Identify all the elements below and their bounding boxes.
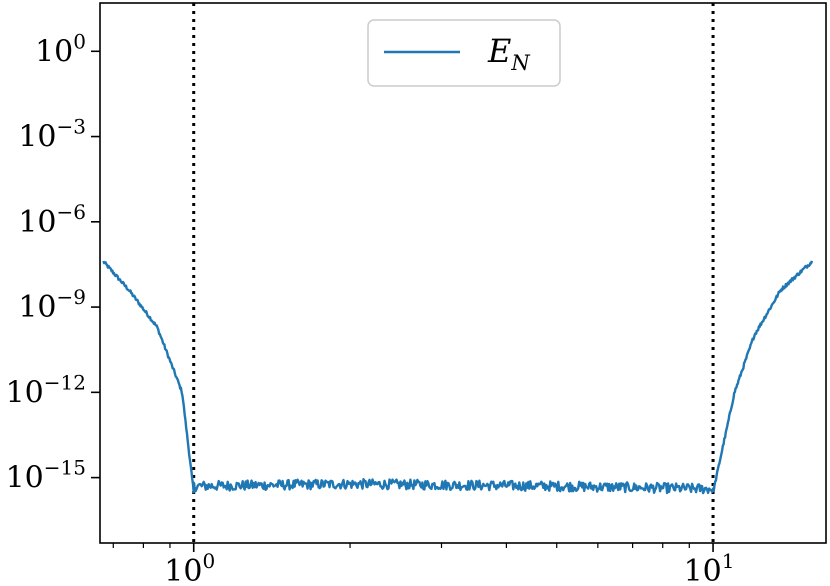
y-tick-label-4: 10−12: [6, 370, 86, 410]
axes-frame: [99, 2, 827, 544]
legend-label-0: EN: [487, 32, 530, 75]
series-line-0: [102, 260, 814, 495]
y-axis: 100 10−3 10−6 10−9 10−12 10−15: [6, 29, 100, 496]
y-tick-label-5: 10−15: [6, 456, 86, 496]
legend: EN: [367, 19, 561, 87]
reference-lines: [192, 3, 715, 543]
y-tick-label-0: 100: [35, 29, 86, 69]
plot-frame: [99, 2, 827, 544]
series-group: [102, 260, 814, 495]
x-tick-label-0: 100: [164, 549, 215, 586]
y-tick-label-1: 10−3: [18, 115, 86, 155]
y-tick-label-3: 10−9: [18, 285, 86, 325]
y-tick-label-2: 10−6: [18, 200, 86, 240]
x-axis: 100 101: [112, 543, 735, 586]
x-tick-label-1: 101: [684, 549, 735, 586]
legend-box: [367, 19, 561, 87]
